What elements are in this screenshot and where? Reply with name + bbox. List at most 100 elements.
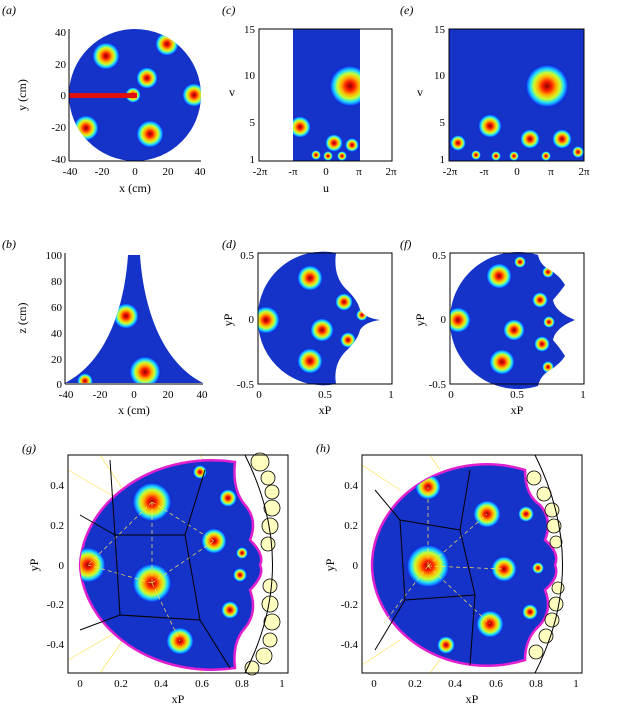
panel-g-frame: [67, 454, 289, 674]
panel-g-xtick-1: 0: [77, 678, 83, 690]
panel-a-label: (a): [2, 3, 16, 17]
panel-f-ylabel: yP: [413, 313, 427, 326]
panel-b-ylabel: z (cm): [15, 303, 29, 334]
spot-h-5: [491, 556, 517, 582]
panel-f-ytick-2: 0: [441, 314, 447, 326]
spot-a-2: [136, 67, 158, 89]
panel-f: (f) 0.5 0 -0.5 0 0.5 1 xP yP: [400, 237, 586, 417]
panel-b-xtick-1: -40: [59, 389, 74, 401]
panel-b-ytick-4: 40: [51, 328, 63, 340]
panel-c-xtick-3: 0: [323, 166, 329, 178]
panel-g-ytick-2: 0.2: [50, 520, 64, 532]
spot-e-7: [471, 150, 481, 160]
panel-h-ytick-4: -0.2: [341, 599, 358, 611]
spot-g-10: [233, 568, 247, 582]
panel-a-ylabel: y (cm): [15, 79, 29, 111]
panel-e-ytick-3: 5: [440, 117, 446, 129]
panel-d-ylabel: yP: [221, 313, 235, 326]
spot-d-3: [297, 348, 323, 374]
spot-f-4: [503, 319, 525, 341]
panel-h-yellow-lines: [361, 454, 441, 674]
panel-a-ytick-1: 40: [55, 27, 67, 39]
panel-h-region: [370, 463, 558, 667]
panel-h-label: (h): [316, 441, 330, 455]
panel-e-xtick-3: 0: [514, 166, 520, 178]
panel-d-ytick-2: 0: [249, 314, 255, 326]
spot-b-1: [113, 303, 139, 329]
spot-e-6: [572, 146, 584, 158]
panel-g-dashed-lines: [87, 501, 215, 642]
spot-b-3: [77, 373, 93, 383]
panel-c-xtick-1: -2π: [253, 166, 268, 178]
panel-h-dashed-lines: [383, 487, 505, 625]
panel-b-xtick-4: 20: [163, 389, 175, 401]
panel-g-xtick-2: 0.2: [114, 678, 128, 690]
panel-a-ytick-2: 20: [55, 59, 67, 71]
spot-g-9: [221, 601, 239, 619]
spot-a-1: [92, 42, 120, 70]
panel-g: (g): [22, 441, 289, 706]
panel-f-xlabel: xP: [511, 403, 524, 417]
panel-g-xtick-5: 0.8: [235, 678, 249, 690]
panel-e-ytick-1: 15: [434, 24, 446, 36]
panel-h-xlabel: xP: [466, 692, 479, 706]
panel-d-label: (d): [222, 237, 236, 251]
spot-a-4: [155, 32, 179, 56]
panel-h-xtick-3: 0.4: [448, 678, 462, 690]
spot-d-6: [340, 332, 356, 348]
panel-a-xlabel: x (cm): [119, 181, 151, 195]
panel-h-ytick-3: 0: [353, 560, 359, 572]
panel-g-label: (g): [22, 441, 36, 455]
spot-a-5: [182, 83, 201, 107]
panel-c-ytick-4: 1: [250, 154, 256, 166]
panel-e-frame: [448, 28, 585, 162]
panel-b-xtick-2: -20: [93, 389, 108, 401]
panel-h-xtick-2: 0.2: [408, 678, 422, 690]
spot-a-6: [73, 115, 99, 141]
panel-e-xtick-2: -π: [479, 166, 489, 178]
panel-b-ytick-6: 0: [57, 379, 63, 391]
panel-c-spots: [293, 65, 360, 161]
panel-f-xtick-1: 0: [448, 389, 454, 401]
panel-b-ytick-3: 60: [51, 302, 63, 314]
spot-c-7: [337, 151, 347, 161]
panel-b-ytick-5: 20: [51, 354, 63, 366]
panel-g-xlabel: xP: [172, 692, 185, 706]
panel-c-xlabel: u: [323, 181, 329, 195]
spot-e-2: [478, 114, 502, 138]
panel-b: (b) 100 80 60 40 20 0 -40 -20 0 20 40 x …: [2, 237, 208, 417]
panel-h-voronoi: [374, 469, 476, 666]
spot-c-1: [329, 65, 360, 107]
spot-f-8: [542, 266, 554, 278]
panel-a-xtick-2: -20: [95, 166, 110, 178]
panel-c-ytick-2: 10: [244, 70, 256, 82]
panel-g-ytick-3: 0: [59, 560, 65, 572]
panel-f-frame: [449, 252, 585, 385]
spot-b-2: [129, 356, 161, 383]
spot-a-3: [136, 120, 164, 148]
spot-d-1: [257, 306, 280, 334]
spot-e-1: [525, 64, 569, 108]
spot-c-2: [293, 116, 311, 138]
panel-g-region: [78, 459, 263, 671]
panel-f-label: (f): [400, 237, 411, 251]
panel-g-outer-arc: [244, 454, 273, 674]
panel-g-voronoi: [79, 459, 231, 669]
panel-h-ytick-5: -0.4: [341, 639, 359, 651]
panel-d-frame: [257, 252, 393, 385]
panel-f-ytick-3: -0.5: [429, 379, 447, 391]
spot-f-5: [532, 292, 548, 308]
panel-a: (a) 40 20 0 -20 -40 -40 -20 0 20 40 x (c…: [2, 3, 206, 195]
spot-h-9: [522, 604, 538, 620]
panel-f-xtick-3: 1: [580, 389, 586, 401]
panel-g-ytick-1: 0.4: [50, 480, 64, 492]
panel-c-xtick-5: 2π: [385, 166, 397, 178]
panel-d-xtick-1: 0: [256, 389, 262, 401]
spot-e-4: [552, 129, 572, 149]
panel-b-xtick-5: 40: [197, 389, 209, 401]
spot-e-8: [491, 151, 501, 161]
spot-f-6: [534, 336, 550, 352]
panel-a-red-bar: [69, 93, 137, 98]
spot-h-7: [437, 636, 455, 654]
panel-h: (h): [316, 441, 583, 706]
